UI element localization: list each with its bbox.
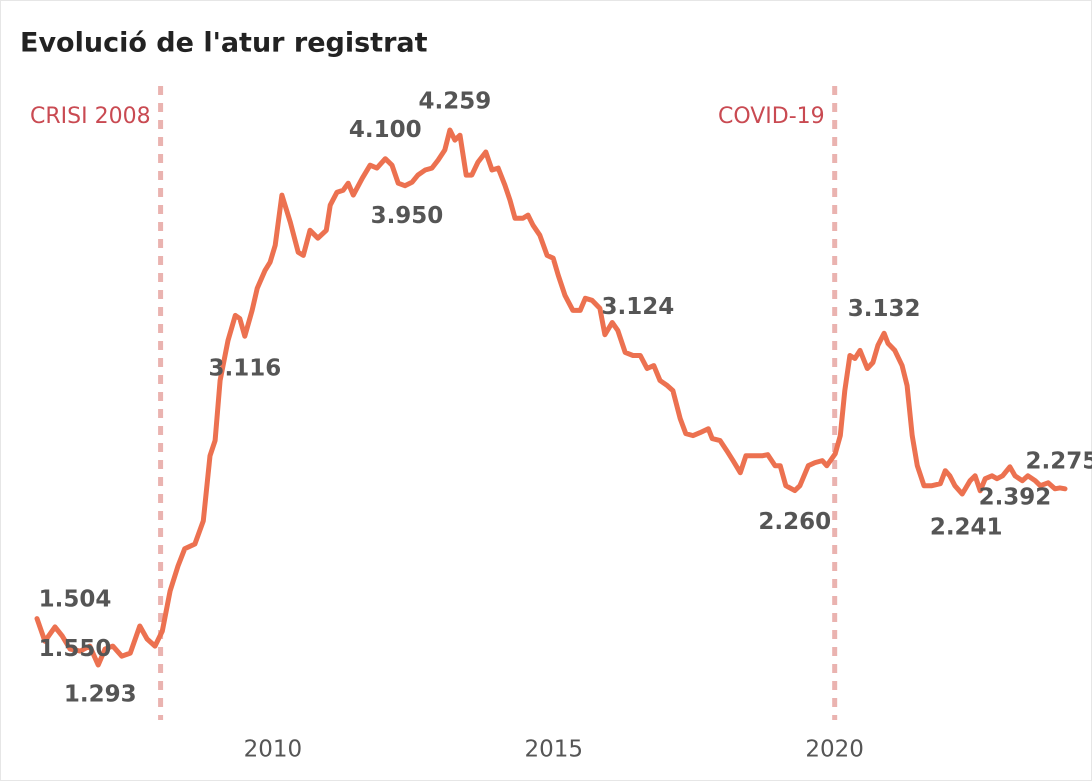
value-label: 2.275 xyxy=(1026,448,1092,474)
line xyxy=(34,127,1068,668)
value-label: 4.259 xyxy=(419,89,492,115)
x-tick-label: 2020 xyxy=(805,737,864,763)
value-label: 4.100 xyxy=(349,117,422,143)
x-tick-label: 2010 xyxy=(244,737,303,763)
x-tick-label: 2015 xyxy=(525,737,584,763)
event-label: COVID-19 xyxy=(718,104,825,129)
value-label: 3.132 xyxy=(848,296,921,322)
value-label: 2.392 xyxy=(979,484,1052,510)
chart-title: Evolució de l'atur registrat xyxy=(20,28,428,59)
value-label: 1.550 xyxy=(39,636,112,662)
value-label: 2.260 xyxy=(758,509,831,535)
value-label: 3.124 xyxy=(602,294,675,320)
value-label: 3.950 xyxy=(371,203,444,229)
value-label: 3.116 xyxy=(208,356,281,382)
value-label: 1.504 xyxy=(39,586,112,612)
event-label: CRISI 2008 xyxy=(30,104,151,129)
value-label: 2.241 xyxy=(930,515,1003,541)
value-label: 1.293 xyxy=(64,682,137,708)
